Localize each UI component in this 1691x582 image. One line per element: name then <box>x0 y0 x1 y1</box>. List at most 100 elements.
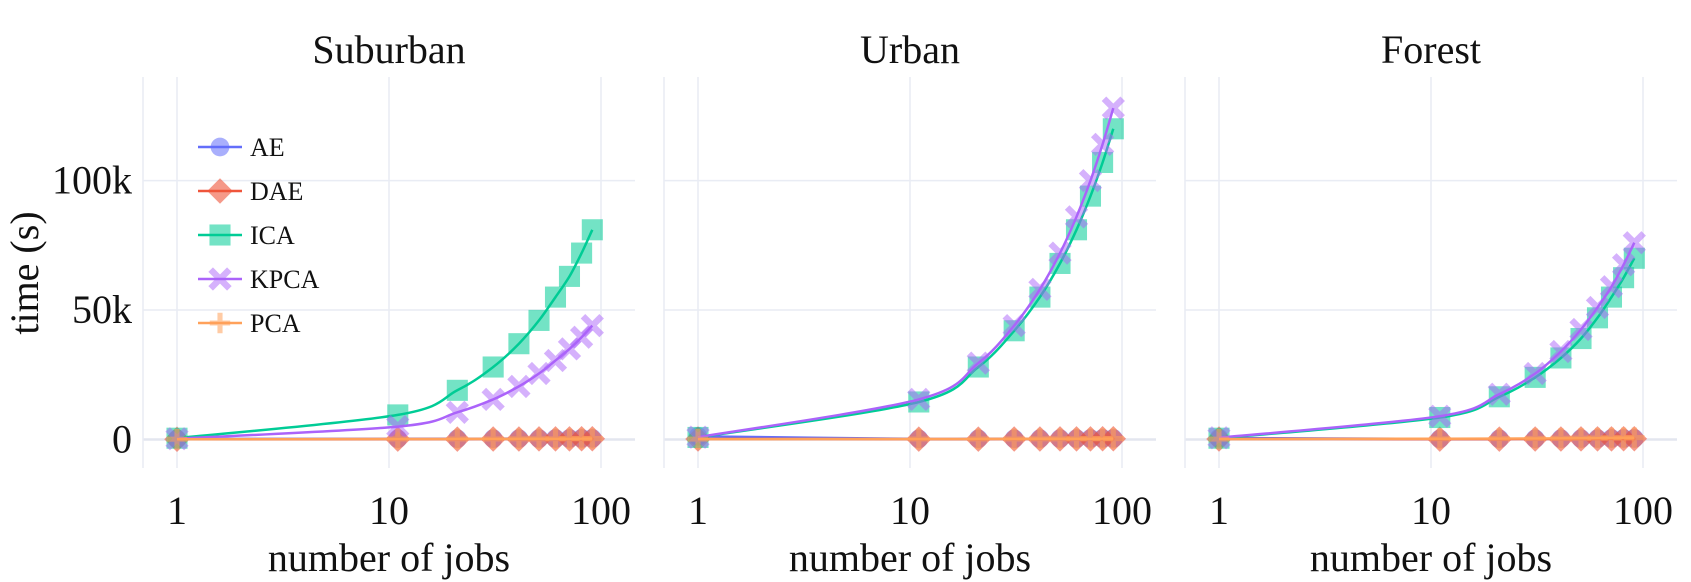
x-tick-label-urban-0: 1 <box>688 488 708 533</box>
series-line-urban-kpca <box>697 107 1115 439</box>
data-point-suburban-ica-3 <box>482 356 504 378</box>
data-point-urban-pca-1 <box>908 428 929 450</box>
legend-marker-ae <box>210 137 230 157</box>
legend-item-kpca: KPCA <box>198 265 320 294</box>
legend-item-ae: AE <box>198 133 285 162</box>
data-point-suburban-kpca-2 <box>445 400 469 424</box>
data-point-urban-kpca-3 <box>1002 313 1026 338</box>
legend-label-dae: DAE <box>250 177 303 206</box>
y-tick-label-1: 50k <box>72 287 132 332</box>
data-point-forest-kpca-6 <box>1585 295 1610 320</box>
data-point-forest-pca-2 <box>1489 428 1510 449</box>
data-point-suburban-pca-1 <box>387 428 408 450</box>
y-tick-label-2: 100k <box>52 158 132 203</box>
x-tick-label-suburban-2: 100 <box>571 488 631 533</box>
legend-label-kpca: KPCA <box>250 265 320 294</box>
data-point-urban-pca-0 <box>687 428 709 450</box>
data-point-suburban-ica-4 <box>508 333 530 355</box>
data-point-forest-pca-9 <box>1624 427 1645 448</box>
data-point-urban-kpca-2 <box>966 351 990 375</box>
data-point-suburban-ica-7 <box>558 265 581 287</box>
data-point-suburban-kpca-1 <box>386 414 410 439</box>
data-point-suburban-kpca-9 <box>580 313 604 338</box>
data-point-urban-kpca-9 <box>1101 96 1125 120</box>
series-line-urban-ica <box>697 128 1115 439</box>
data-point-suburban-kpca-4 <box>507 374 531 399</box>
panel-title-urban: Urban <box>860 27 960 72</box>
data-point-urban-pca-4 <box>1029 428 1051 450</box>
data-point-suburban-pca-3 <box>482 428 504 450</box>
data-point-urban-pca-9 <box>1103 428 1124 449</box>
legend-marker-ica <box>209 224 231 246</box>
data-point-forest-kpca-3 <box>1523 361 1547 386</box>
data-point-forest-kpca-2 <box>1487 382 1511 406</box>
data-point-forest-kpca-1 <box>1428 404 1452 428</box>
series-urban-pca <box>687 428 1124 450</box>
series-line-suburban-ica <box>176 229 594 440</box>
data-point-urban-ica-7 <box>1079 185 1102 207</box>
data-point-forest-kpca-9 <box>1622 231 1646 255</box>
data-point-suburban-pca-0 <box>166 429 188 450</box>
legend-label-pca: PCA <box>250 309 301 338</box>
x-tick-label-forest-2: 100 <box>1613 488 1673 533</box>
data-point-forest-kpca-8 <box>1611 253 1636 277</box>
x-tick-label-urban-1: 10 <box>890 488 930 533</box>
data-point-urban-kpca-5 <box>1048 241 1072 265</box>
panels: Suburban 1 10 100 number of jobs 0 50k 100k Urba… <box>52 27 1677 580</box>
data-point-suburban-ica-2 <box>446 379 468 401</box>
data-point-urban-kpca-4 <box>1028 277 1052 301</box>
panel-forest: Forest 1 10 100 number of jobs <box>1184 27 1677 580</box>
series-suburban-pca <box>166 428 603 450</box>
legend-label-ae: AE <box>250 133 285 162</box>
legend: AE DAE ICA KPCA PCA <box>198 133 320 338</box>
data-point-suburban-ica-9 <box>581 219 603 241</box>
data-point-forest-pca-4 <box>1550 428 1572 449</box>
legend-item-ica: ICA <box>198 221 295 250</box>
data-point-urban-pca-3 <box>1003 428 1025 450</box>
x-tick-label-suburban-1: 10 <box>369 488 409 533</box>
data-point-forest-pca-1 <box>1429 428 1450 449</box>
legend-marker-pca <box>209 312 231 334</box>
legend-marker-kpca <box>208 267 232 291</box>
data-point-suburban-pca-9 <box>582 428 603 449</box>
data-point-urban-pca-2 <box>968 428 989 450</box>
legend-item-pca: PCA <box>198 309 301 338</box>
series-urban-ica <box>687 118 1124 448</box>
data-point-forest-pca-3 <box>1524 428 1546 449</box>
series-suburban-kpca <box>165 313 604 451</box>
series-urban-kpca <box>686 96 1125 449</box>
data-point-urban-ica-3 <box>1003 320 1025 342</box>
data-point-urban-kpca-7 <box>1078 168 1103 193</box>
panel-urban: Urban 1 10 100 number of jobs <box>663 27 1156 580</box>
panel-title-forest: Forest <box>1381 27 1481 72</box>
x-tick-label-suburban-0: 1 <box>167 488 187 533</box>
data-point-urban-kpca-6 <box>1064 205 1089 229</box>
data-point-forest-kpca-4 <box>1549 339 1573 364</box>
x-axis-title-suburban: number of jobs <box>268 535 510 580</box>
data-point-forest-kpca-7 <box>1599 275 1624 299</box>
data-point-suburban-ica-5 <box>528 309 550 331</box>
data-point-urban-kpca-8 <box>1090 132 1115 156</box>
data-point-urban-kpca-1 <box>907 387 931 412</box>
legend-label-ica: ICA <box>250 221 295 250</box>
series-suburban-ica <box>166 219 603 449</box>
legend-item-dae: DAE <box>198 177 303 206</box>
data-point-suburban-ica-8 <box>571 242 593 264</box>
data-point-suburban-ica-6 <box>544 286 567 308</box>
y-tick-label-0: 0 <box>112 417 132 462</box>
legend-marker-dae <box>207 178 233 204</box>
data-point-forest-kpca-5 <box>1569 317 1593 342</box>
x-axis-title-forest: number of jobs <box>1310 535 1552 580</box>
x-tick-label-forest-0: 1 <box>1209 488 1229 533</box>
data-point-suburban-pca-4 <box>508 428 530 450</box>
x-tick-label-urban-2: 100 <box>1092 488 1152 533</box>
x-axis-title-urban: number of jobs <box>789 535 1031 580</box>
series-forest-pca <box>1208 427 1645 450</box>
panel-title-suburban: Suburban <box>312 27 465 72</box>
data-point-suburban-kpca-3 <box>481 387 505 412</box>
x-tick-label-forest-1: 10 <box>1411 488 1451 533</box>
data-point-forest-pca-0 <box>1208 428 1230 450</box>
y-axis-title: time (s) <box>2 211 47 334</box>
series-line-forest-kpca <box>1218 242 1636 439</box>
